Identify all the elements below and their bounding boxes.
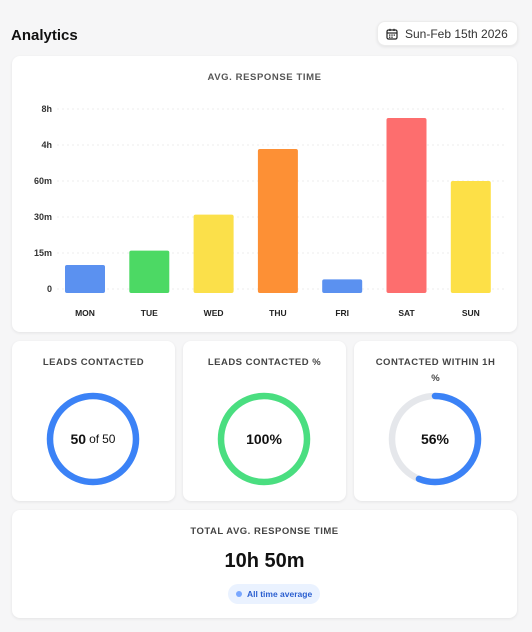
y-tick-label: 8h xyxy=(41,104,52,114)
x-tick-label: FRI xyxy=(335,308,349,318)
y-tick-label: 0 xyxy=(47,284,52,294)
ring-graphic xyxy=(388,392,482,486)
contacted-within-1h-card: CONTACTED WITHIN 1H % 56% xyxy=(354,341,517,501)
progress-ring: 56% xyxy=(387,391,483,487)
total-title: TOTAL AVG. RESPONSE TIME xyxy=(190,526,339,537)
ring-track xyxy=(217,392,311,486)
all-time-badge: All time average xyxy=(228,584,321,604)
metric-title: CONTACTED WITHIN 1H xyxy=(375,357,496,368)
bar-sat[interactable] xyxy=(386,118,427,293)
metric-of-label: of xyxy=(89,432,100,446)
dot-icon xyxy=(236,591,242,597)
metric-value: 56% xyxy=(420,431,450,447)
response-time-bar-chart: 0 15m 30m 60m 4h 8h MON TUE WED THU FRI SAT SUN xyxy=(34,104,504,318)
ring-progress xyxy=(388,392,482,486)
metric-value: 100% xyxy=(246,431,282,447)
y-tick-label: 30m xyxy=(34,212,52,222)
ring-graphic xyxy=(46,392,140,486)
bar-mon[interactable] xyxy=(65,265,105,293)
bar-fri[interactable] xyxy=(322,279,363,293)
y-tick-label: 60m xyxy=(34,176,52,186)
metric-total: 50 xyxy=(102,432,116,446)
total-response-time-card: TOTAL AVG. RESPONSE TIME 10h 50m All tim… xyxy=(12,510,517,618)
y-tick-label: 15m xyxy=(34,248,52,258)
date-label: Sun-Feb 15th 2026 xyxy=(405,26,508,41)
bar-tue[interactable] xyxy=(129,250,170,293)
progress-ring: 100% xyxy=(216,391,312,487)
metric-subtitle: % xyxy=(431,373,440,384)
chart-title: AVG. RESPONSE TIME xyxy=(207,72,322,83)
date-picker-button[interactable]: Sun-Feb 15th 2026 xyxy=(377,21,518,46)
metric-title: LEADS CONTACTED xyxy=(42,357,145,368)
x-tick-label: THU xyxy=(269,308,286,318)
bar-wed[interactable] xyxy=(193,214,234,293)
leads-contacted-card: LEADS CONTACTED 50 of 50 xyxy=(12,341,175,501)
leads-contacted-percent-card: LEADS CONTACTED % 100% xyxy=(183,341,346,501)
total-value: 10h 50m xyxy=(224,550,305,572)
bar-sun[interactable] xyxy=(450,181,491,293)
x-tick-label: MON xyxy=(75,308,95,318)
x-tick-label: SUN xyxy=(462,308,480,318)
x-tick-label: WED xyxy=(204,308,224,318)
progress-ring: 50 of 50 xyxy=(45,391,141,487)
ring-track xyxy=(46,392,140,486)
ring-graphic xyxy=(217,392,311,486)
response-time-chart-card: AVG. RESPONSE TIME 0 15m 30m 60m 4h 8h MON TUE W… xyxy=(12,56,517,332)
page-title: Analytics xyxy=(11,27,78,44)
y-tick-label: 4h xyxy=(41,140,52,150)
metric-title: LEADS CONTACTED % xyxy=(207,357,322,368)
metric-value: 50 xyxy=(70,431,87,447)
bar-thu[interactable] xyxy=(257,149,298,293)
x-tick-label: TUE xyxy=(141,308,158,318)
calendar-icon xyxy=(386,28,398,40)
x-tick-label: SAT xyxy=(398,308,415,318)
badge-label: All time average xyxy=(247,589,313,599)
